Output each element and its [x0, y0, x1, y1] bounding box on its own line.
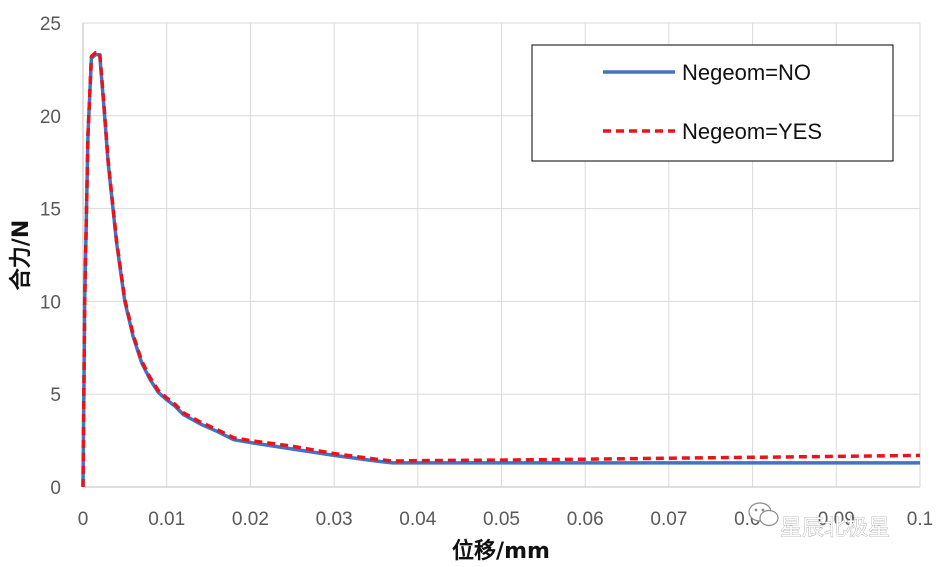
wechat-icon: [748, 502, 779, 527]
x-tick-label: 0: [78, 509, 89, 530]
legend: Negeom=NO Negeom=YES: [531, 44, 894, 162]
x-tick-label: 0.1: [907, 509, 933, 530]
y-tick-label: 0: [50, 478, 61, 499]
y-tick-label: 10: [40, 292, 61, 313]
y-tick-label: 15: [40, 200, 61, 221]
x-axis-title: 位移/mm: [452, 538, 550, 564]
x-tick-labels: 0 0.01 0.02 0.03 0.04 0.05 0.06 0.07 0.08 0.09 0.1: [78, 509, 934, 530]
x-tick-label: 0.03: [316, 509, 353, 530]
legend-box: [531, 44, 894, 162]
series-lines: [81, 50, 921, 488]
x-tick-label: 0.02: [232, 509, 269, 530]
x-tick-label: 0.09: [818, 509, 855, 530]
x-tick-label: 0.05: [483, 509, 520, 530]
y-tick-label: 5: [50, 385, 61, 406]
y-axis-title: 合力/N: [8, 220, 34, 290]
y-tick-labels: 0 5 10 15 20 25: [40, 14, 61, 499]
legend-label-negeom-no: Negeom=NO: [682, 60, 811, 85]
y-tick-label: 25: [40, 14, 61, 35]
watermark: 星辰北极星: [748, 502, 890, 541]
series-line-negeom-no: [81, 52, 920, 488]
y-tick-label: 20: [40, 107, 61, 128]
legend-label-negeom-yes: Negeom=YES: [682, 119, 822, 144]
x-tick-label: 0.01: [148, 509, 185, 530]
series-line-negeom-yes: [81, 50, 921, 488]
x-tick-label: 0.06: [567, 509, 604, 530]
watermark-text: 星辰北极星: [780, 516, 890, 541]
x-tick-label: 0.04: [399, 509, 436, 530]
x-tick-label: 0.07: [650, 509, 687, 530]
